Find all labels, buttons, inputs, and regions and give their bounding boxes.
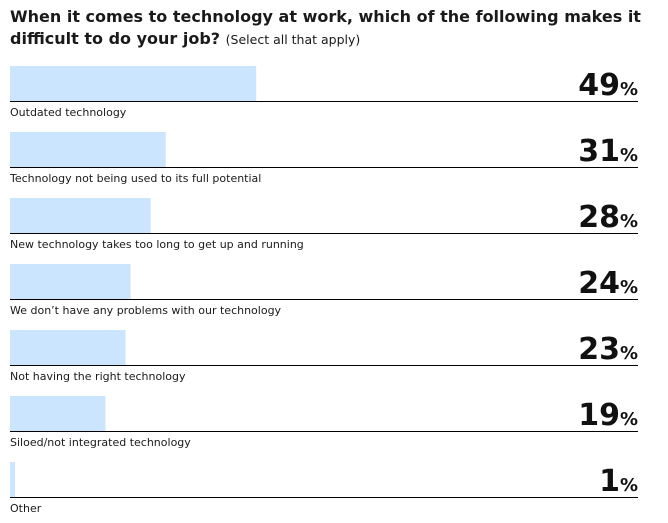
- category-label: We don’t have any problems with our tech…: [10, 304, 282, 317]
- category-label: New technology takes too long to get up …: [10, 238, 304, 251]
- bar: [10, 198, 151, 233]
- value-label: 1%: [599, 464, 638, 499]
- category-label: Siloed/not integrated technology: [10, 436, 191, 449]
- bar: [10, 264, 131, 299]
- chart-title-text: When it comes to technology at work, whi…: [10, 7, 641, 48]
- chart-title: When it comes to technology at work, whi…: [10, 6, 660, 51]
- category-label: Other: [10, 502, 42, 515]
- category-label: Technology not being used to its full po…: [9, 172, 261, 185]
- value-label: 23%: [578, 332, 638, 367]
- value-label: 49%: [578, 68, 638, 103]
- category-label: Not having the right technology: [10, 370, 186, 383]
- chart-subtitle: (Select all that apply): [225, 32, 361, 47]
- bar: [10, 132, 166, 167]
- bar: [10, 66, 257, 101]
- value-label: 28%: [578, 200, 638, 235]
- value-label: 31%: [578, 134, 638, 169]
- bar: [10, 330, 126, 365]
- value-label: 24%: [578, 266, 638, 301]
- category-label: Outdated technology: [10, 106, 127, 119]
- bar: [10, 396, 106, 431]
- bar: [10, 462, 16, 497]
- value-label: 19%: [578, 398, 638, 433]
